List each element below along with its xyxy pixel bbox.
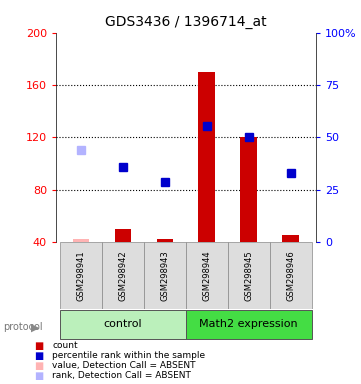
Bar (186, 242, 228, 309)
Text: ■: ■ (34, 341, 44, 351)
Text: GSM298941: GSM298941 (77, 250, 86, 301)
Text: GSM298944: GSM298944 (203, 250, 212, 301)
Text: GSM298946: GSM298946 (286, 250, 295, 301)
Bar (186, 310, 312, 339)
Text: count: count (52, 341, 78, 350)
Text: rank, Detection Call = ABSENT: rank, Detection Call = ABSENT (52, 371, 191, 380)
Bar (73, 239, 90, 242)
Bar (199, 72, 215, 242)
Text: control: control (104, 319, 142, 329)
Bar (102, 242, 144, 309)
Text: GSM298945: GSM298945 (244, 250, 253, 301)
Bar (228, 242, 270, 309)
Text: ■: ■ (34, 361, 44, 371)
Text: ▶: ▶ (31, 322, 40, 332)
Bar (60, 242, 102, 309)
Bar (60, 310, 186, 339)
Text: GSM298943: GSM298943 (160, 250, 169, 301)
Bar (282, 235, 299, 242)
Text: Math2 expression: Math2 expression (200, 319, 298, 329)
Text: value, Detection Call = ABSENT: value, Detection Call = ABSENT (52, 361, 196, 370)
Text: ■: ■ (34, 351, 44, 361)
Text: protocol: protocol (4, 322, 43, 332)
Bar (240, 137, 257, 242)
Text: percentile rank within the sample: percentile rank within the sample (52, 351, 205, 360)
Bar (144, 242, 186, 309)
Bar (157, 239, 173, 242)
Bar (270, 242, 312, 309)
Text: GSM298942: GSM298942 (118, 250, 127, 301)
Text: ■: ■ (34, 371, 44, 381)
Title: GDS3436 / 1396714_at: GDS3436 / 1396714_at (105, 15, 267, 29)
Bar (115, 229, 131, 242)
